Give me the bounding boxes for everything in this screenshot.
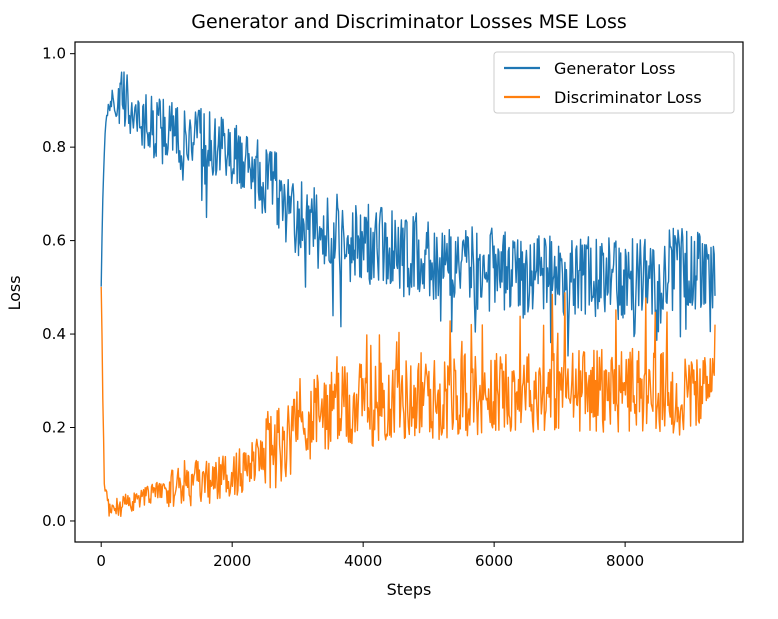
series-line (100, 286, 716, 517)
chart-title: Generator and Discriminator Losses MSE L… (191, 11, 627, 33)
x-tick-label: 6000 (475, 552, 513, 570)
legend-label: Discriminator Loss (554, 88, 702, 107)
y-tick-label: 0.4 (42, 325, 66, 343)
series-layer (100, 71, 716, 517)
y-tick-label: 0.0 (42, 512, 66, 530)
plot-area-frame (74, 41, 744, 543)
chart-legend: Generator Loss Discriminator Loss (493, 51, 735, 114)
x-tick-label: 0 (96, 552, 106, 570)
series-line (100, 71, 716, 357)
x-axis-label: Steps (387, 580, 432, 599)
x-axis: 0 2000 4000 6000 8000 (96, 542, 644, 570)
y-axis-label: Loss (5, 275, 24, 310)
legend-label: Generator Loss (554, 59, 675, 78)
series-0 (100, 71, 716, 357)
series-1 (100, 286, 716, 517)
x-tick-label: 8000 (606, 552, 644, 570)
x-tick-label: 4000 (344, 552, 382, 570)
legend-box (493, 51, 735, 114)
y-axis: 0.0 0.2 0.4 0.6 0.8 1.0 (42, 45, 75, 530)
y-tick-label: 0.8 (42, 138, 66, 156)
y-tick-label: 0.2 (42, 419, 66, 437)
x-tick-label: 2000 (213, 552, 251, 570)
y-tick-label: 1.0 (42, 45, 66, 63)
y-tick-label: 0.6 (42, 232, 66, 250)
